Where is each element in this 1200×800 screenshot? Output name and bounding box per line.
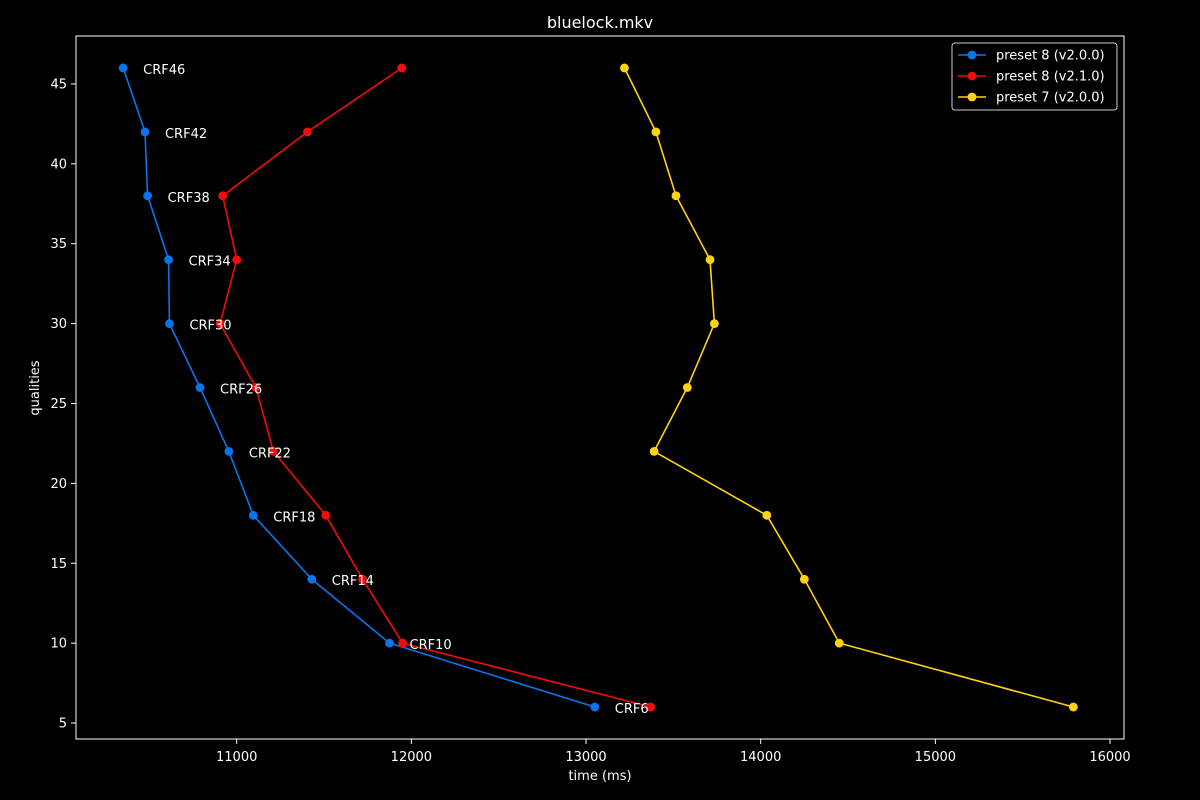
data-point <box>321 510 331 520</box>
crf-label: CRF42 <box>165 127 207 142</box>
plot-area <box>75 35 1125 740</box>
data-point <box>303 127 312 137</box>
y-tick-label: 15 <box>50 557 67 572</box>
data-point <box>268 447 278 456</box>
data-point <box>1068 702 1078 712</box>
chart-title: bluelock.mkv <box>547 13 653 32</box>
y-axis-ticks: 5 10 15 20 25 30 35 40 45 <box>50 77 76 732</box>
series-line <box>219 67 651 708</box>
y-tick-label: 30 <box>50 317 67 332</box>
series-layer <box>118 63 1078 712</box>
data-point <box>682 383 692 392</box>
data-point <box>651 127 661 137</box>
data-point <box>590 702 600 712</box>
x-axis-label: time (ms) <box>568 769 631 784</box>
data-point <box>385 638 394 648</box>
data-point <box>799 574 809 584</box>
crf-label: CRF38 <box>168 191 210 206</box>
data-point <box>358 574 367 584</box>
series-2 <box>215 63 656 712</box>
data-point <box>646 702 656 712</box>
data-point <box>140 127 150 137</box>
data-point <box>251 383 261 392</box>
data-point <box>762 510 772 520</box>
crf-label: CRF18 <box>273 510 315 525</box>
legend-frame <box>951 42 1118 111</box>
data-point <box>215 319 225 328</box>
data-point <box>397 63 407 73</box>
y-tick-label: 20 <box>50 477 67 492</box>
crf-label: CRF26 <box>220 383 262 398</box>
y-tick-label: 5 <box>59 717 67 732</box>
legend-swatch-marker <box>967 92 977 102</box>
y-tick-label: 45 <box>50 77 67 92</box>
legend-entry: preset 7 (v2.0.0) <box>996 91 1105 106</box>
crf-label: CRF46 <box>143 63 185 78</box>
data-point <box>834 638 844 648</box>
legend-entry: preset 8 (v2.1.0) <box>996 70 1105 85</box>
x-tick-label: 12000 <box>391 750 432 765</box>
legend-swatch-marker <box>967 50 977 60</box>
x-tick-label: 13000 <box>565 750 606 765</box>
data-point <box>232 255 242 265</box>
data-point <box>164 255 173 265</box>
point-labels: CRF46 CRF42 CRF38 CRF34 CRF30 CRF26 CRF22 CRF18… <box>143 63 648 717</box>
data-point <box>143 191 153 201</box>
legend-entry: preset 8 (v2.0.0) <box>996 49 1105 64</box>
data-point <box>710 319 719 328</box>
series-line <box>623 67 1074 708</box>
data-point <box>649 447 659 456</box>
y-tick-label: 10 <box>50 637 67 652</box>
crf-label: CRF30 <box>189 319 231 334</box>
legend: preset 8 (v2.0.0) preset 8 (v2.1.0) preset… <box>951 42 1118 111</box>
data-point <box>307 574 317 584</box>
data-point <box>118 63 128 73</box>
data-point <box>165 319 174 328</box>
x-tick-label: 14000 <box>740 750 781 765</box>
crf-label: CRF10 <box>410 638 452 653</box>
crf-label: CRF14 <box>332 574 374 589</box>
crf-label: CRF6 <box>615 702 649 717</box>
x-tick-label: 11000 <box>216 750 257 765</box>
y-tick-label: 40 <box>50 157 67 172</box>
y-axis-label: qualities <box>28 360 43 415</box>
series-line <box>122 67 596 708</box>
legend-swatch-marker <box>967 71 977 81</box>
data-point <box>224 447 234 456</box>
data-point <box>218 191 228 201</box>
series-1 <box>118 63 600 712</box>
data-point <box>620 63 629 73</box>
y-tick-label: 35 <box>50 237 67 252</box>
crf-label: CRF22 <box>249 446 291 461</box>
data-point <box>705 255 715 265</box>
series-3 <box>620 63 1078 712</box>
data-point <box>248 510 258 520</box>
y-tick-label: 25 <box>50 397 67 412</box>
x-tick-label: 16000 <box>1089 750 1130 765</box>
x-axis-ticks: 11000 12000 13000 14000 15000 16000 <box>216 739 1131 765</box>
data-point <box>398 638 408 648</box>
crf-label: CRF34 <box>189 255 231 270</box>
data-point <box>671 191 681 201</box>
data-point <box>195 383 205 392</box>
x-tick-label: 15000 <box>915 750 956 765</box>
